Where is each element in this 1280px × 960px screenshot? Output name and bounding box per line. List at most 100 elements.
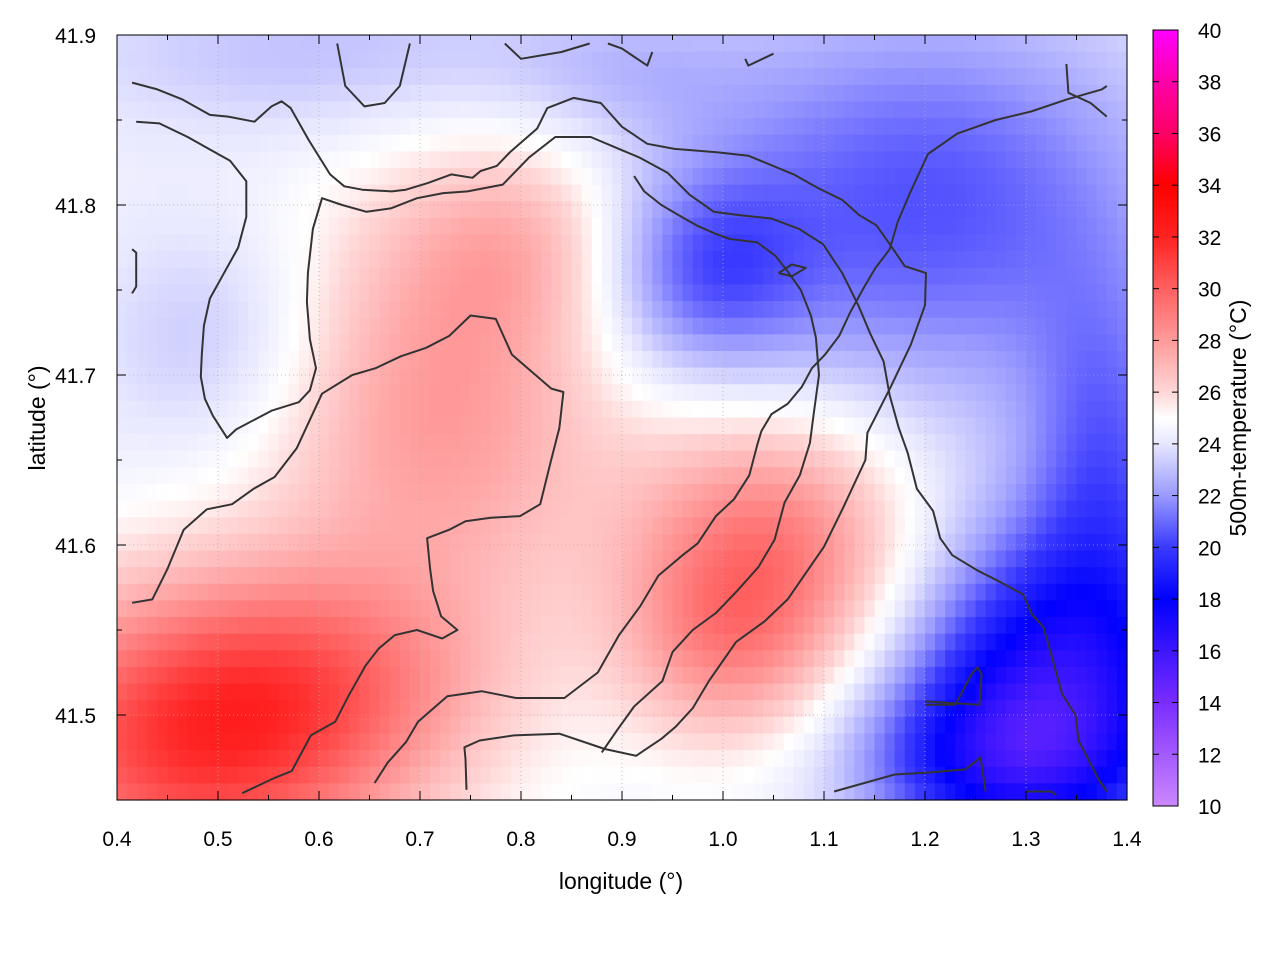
heatmap-cell — [813, 666, 825, 685]
heatmap-cell — [581, 450, 593, 468]
heatmap-cell — [450, 51, 461, 69]
heatmap-cell — [228, 550, 239, 568]
heatmap-cell — [167, 783, 179, 801]
heatmap-cell — [561, 434, 573, 452]
heatmap-cell — [682, 151, 694, 169]
heatmap-cell — [480, 35, 492, 53]
heatmap-cell — [935, 301, 946, 319]
heatmap-cell — [712, 583, 724, 602]
heatmap-cell — [127, 450, 138, 468]
heatmap-cell — [450, 700, 461, 718]
heatmap-cell — [652, 317, 663, 335]
heatmap-cell — [864, 434, 876, 452]
heatmap-cell — [702, 417, 714, 435]
heatmap-cell — [147, 400, 158, 419]
heatmap-cell — [470, 666, 482, 685]
heatmap-cell — [369, 666, 381, 685]
heatmap-cell — [925, 450, 936, 468]
heatmap-cell — [591, 633, 603, 651]
heatmap-cell — [591, 118, 603, 136]
heatmap-cell — [218, 633, 229, 651]
heatmap-cell — [430, 633, 441, 651]
heatmap-cell — [581, 134, 593, 153]
heatmap-cell — [672, 118, 684, 136]
heatmap-cell — [995, 317, 1007, 335]
heatmap-cell — [904, 700, 916, 718]
heatmap-cell — [167, 550, 179, 568]
heatmap-cell — [551, 217, 562, 236]
heatmap-cell — [177, 234, 189, 252]
heatmap-cell — [904, 51, 916, 69]
heatmap-cell — [591, 567, 603, 585]
heatmap-cell — [824, 317, 835, 335]
heatmap-cell — [733, 400, 744, 419]
heatmap-cell — [813, 700, 825, 718]
heatmap-cell — [440, 533, 451, 552]
heatmap-cell — [1036, 234, 1047, 252]
heatmap-cell — [319, 467, 330, 485]
heatmap-cell — [965, 68, 977, 86]
heatmap-cell — [359, 550, 371, 568]
heatmap-cell — [1005, 450, 1017, 468]
heatmap-cell — [753, 750, 764, 768]
heatmap-cell — [460, 583, 472, 602]
heatmap-cell — [379, 168, 391, 186]
heatmap-cell — [985, 317, 997, 335]
heatmap-cell — [339, 267, 350, 286]
heatmap-cell — [723, 84, 734, 103]
heatmap-cell — [904, 633, 916, 651]
heatmap-cell — [884, 716, 896, 735]
heatmap-cell — [238, 733, 249, 751]
heatmap-cell — [450, 450, 461, 468]
heatmap-cell — [470, 68, 482, 86]
heatmap-cell — [480, 317, 492, 335]
heatmap-cell — [167, 384, 179, 402]
heatmap-cell — [177, 118, 189, 136]
heatmap-cell — [925, 567, 936, 585]
heatmap-cell — [601, 500, 613, 518]
heatmap-cell — [137, 151, 148, 169]
heatmap-cell — [844, 750, 855, 768]
heatmap-cell — [1086, 666, 1098, 685]
heatmap-cell — [985, 234, 997, 252]
heatmap-cell — [1076, 350, 1088, 369]
heatmap-cell — [925, 434, 936, 452]
heatmap-cell — [510, 301, 522, 319]
heatmap-cell — [399, 35, 411, 53]
heatmap-cell — [551, 35, 562, 53]
heatmap-cell — [854, 134, 865, 153]
heatmap-cell — [622, 234, 633, 252]
heatmap-cell — [1096, 417, 1108, 435]
heatmap-cell — [430, 467, 441, 485]
heatmap-cell — [147, 301, 158, 319]
heatmap-cell — [187, 583, 199, 602]
heatmap-cell — [743, 484, 754, 502]
heatmap-cell — [319, 317, 330, 335]
heatmap-cell — [551, 367, 562, 385]
colorbar-tick-label: 10 — [1198, 796, 1221, 819]
heatmap-cell — [319, 434, 330, 452]
heatmap-cell — [995, 467, 1007, 485]
heatmap-cell — [1076, 284, 1088, 302]
heatmap-cell — [652, 633, 663, 651]
heatmap-cell — [733, 633, 744, 651]
heatmap-cell — [117, 600, 128, 618]
heatmap-cell — [925, 317, 936, 335]
heatmap-cell — [1056, 84, 1067, 103]
heatmap-cell — [278, 51, 290, 69]
heatmap-cell — [228, 633, 239, 651]
heatmap-cell — [490, 650, 502, 668]
heatmap-cell — [783, 317, 795, 335]
heatmap-cell — [510, 633, 522, 651]
heatmap-cell — [733, 367, 744, 385]
heatmap-cell — [440, 434, 451, 452]
heatmap-cell — [874, 484, 886, 502]
heatmap-cell — [238, 84, 249, 103]
heatmap-cell — [712, 251, 724, 269]
colorbar-tick-label: 30 — [1198, 279, 1221, 302]
heatmap-cell — [551, 151, 562, 169]
heatmap-cell — [349, 716, 360, 735]
heatmap-cell — [521, 334, 532, 352]
heatmap-cell — [127, 350, 138, 369]
heatmap-cell — [1096, 234, 1108, 252]
